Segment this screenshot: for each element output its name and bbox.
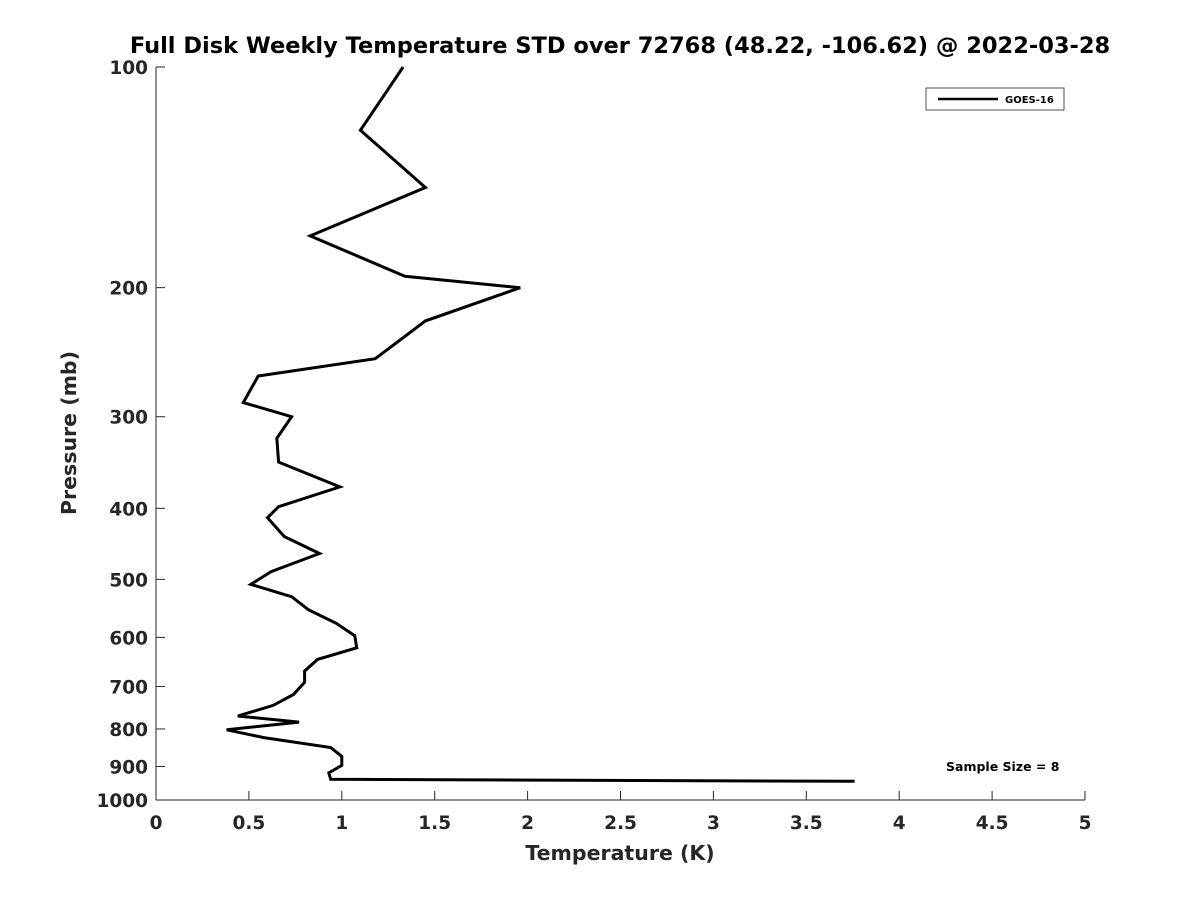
legend-label-goes-16: GOES-16 [1005,95,1054,106]
x-tick-label: 3 [707,813,720,834]
y-tick-label: 600 [109,628,148,649]
y-axis-label: Pressure (mb) [57,351,81,515]
chart-title: Full Disk Weekly Temperature STD over 72… [130,33,1110,59]
y-tick-label: 400 [109,499,148,520]
plot-area [156,67,1085,800]
x-axis-ticks: 0 0.5 1 1.5 2 2.5 3 3.5 4 4.5 5 [150,791,1092,834]
y-tick-label: 500 [109,570,148,591]
y-tick-label: 100 [109,58,148,79]
x-tick-label: 2.5 [604,813,637,834]
x-tick-label: 1.5 [418,813,451,834]
x-tick-label: 3.5 [790,813,823,834]
x-axis-label: Temperature (K) [525,841,714,865]
sample-size-annotation: Sample Size = 8 [946,759,1059,774]
x-tick-label: 2 [521,813,534,834]
y-axis-ticks: 100 200 300 400 500 600 700 800 900 1000 [97,58,165,812]
x-tick-label: 4 [893,813,906,834]
y-tick-label: 800 [109,720,148,741]
x-tick-label: 4.5 [976,813,1009,834]
x-tick-label: 0.5 [233,813,266,834]
x-tick-label: 1 [335,813,348,834]
y-tick-label: 700 [109,677,148,698]
y-tick-label: 1000 [97,791,149,812]
x-tick-label: 0 [150,813,163,834]
y-tick-label: 300 [109,408,148,429]
legend: GOES-16 [925,87,1065,111]
series-layer [226,66,855,783]
series-line-goes-16 [226,66,855,783]
y-tick-label: 900 [109,757,148,778]
y-tick-label: 200 [109,279,148,300]
x-tick-label: 5 [1079,813,1092,834]
